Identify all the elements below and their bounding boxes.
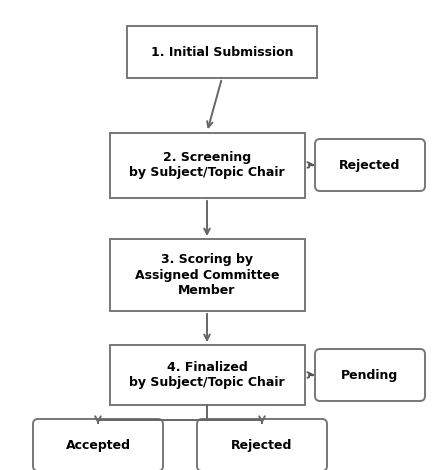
Text: Accepted: Accepted xyxy=(66,439,131,452)
Text: Rejected: Rejected xyxy=(339,158,400,172)
Text: 1. Initial Submission: 1. Initial Submission xyxy=(151,46,293,58)
Text: 2. Screening
by Subject/Topic Chair: 2. Screening by Subject/Topic Chair xyxy=(129,151,285,179)
Bar xyxy=(127,26,317,78)
Bar xyxy=(110,239,305,311)
Bar xyxy=(110,133,305,197)
FancyBboxPatch shape xyxy=(197,419,327,470)
Text: 3. Scoring by
Assigned Committee
Member: 3. Scoring by Assigned Committee Member xyxy=(135,253,279,297)
Text: Pending: Pending xyxy=(341,368,399,382)
Bar xyxy=(110,345,305,405)
FancyBboxPatch shape xyxy=(33,419,163,470)
FancyBboxPatch shape xyxy=(315,349,425,401)
FancyBboxPatch shape xyxy=(315,139,425,191)
Text: Rejected: Rejected xyxy=(231,439,293,452)
Text: 4. Finalized
by Subject/Topic Chair: 4. Finalized by Subject/Topic Chair xyxy=(129,361,285,389)
